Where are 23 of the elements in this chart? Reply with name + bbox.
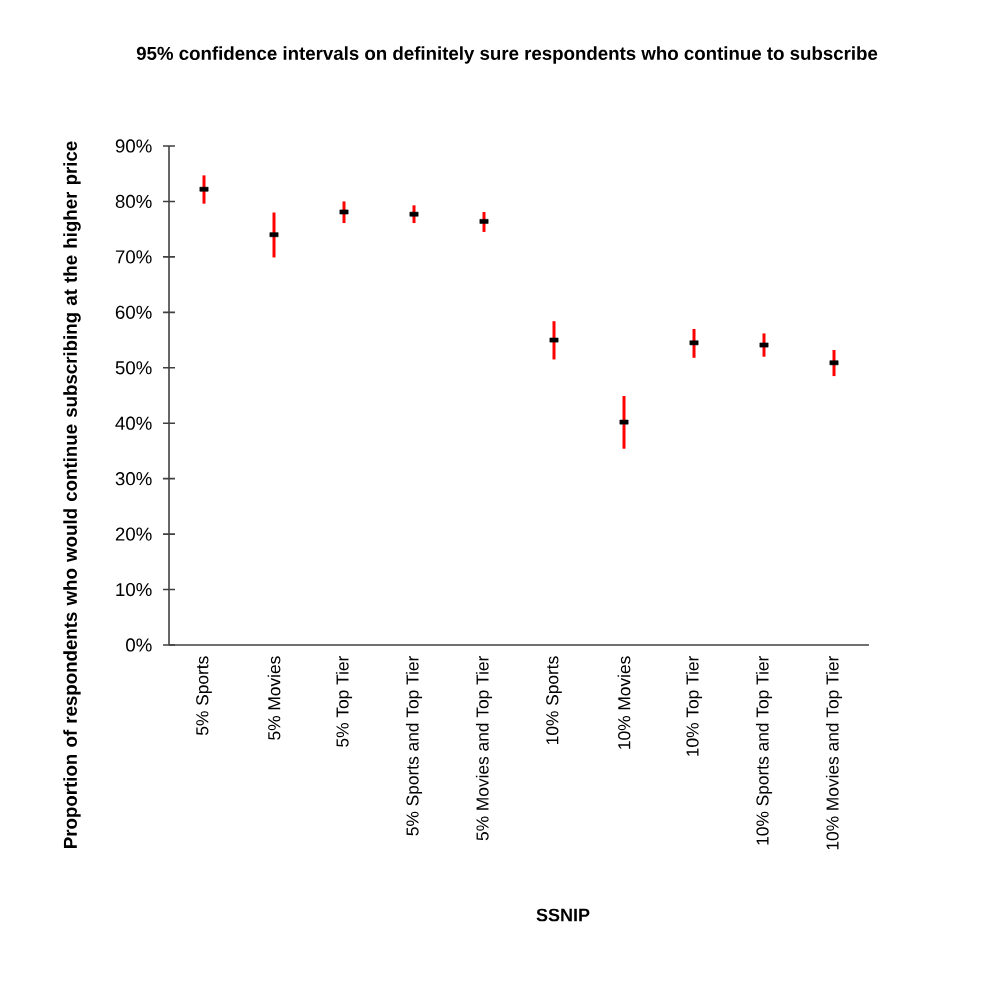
chart-title: 95% confidence intervals on definitely sure respondents who continue to subscribe [136,46,878,64]
y-tick-label: 20% [115,527,152,541]
y-tick-label: 50% [115,361,152,375]
x-tick-label: 5% Movies and Top Tier [475,656,493,841]
y-tick-label: 30% [115,472,152,486]
x-tick-label: 10% Sports [546,656,562,744]
x-tick-label: 10% Movies [617,656,631,749]
x-tick-label: 5% Movies [267,656,281,740]
x-tick-label: 10% Sports and Top Tier [755,656,773,845]
y-tick-label: 80% [115,194,152,209]
x-axis-title: SSNIP [536,908,590,922]
y-tick-label: 60% [115,305,152,319]
y-tick-label: 10% [116,582,152,597]
x-tick-label: 5% Sports [196,656,212,735]
y-tick-label: 0% [126,638,152,652]
x-tick-label: 5% Top Tier [335,656,353,747]
x-tick-label: 10% Movies and Top Tier [825,656,843,850]
y-tick-label: 40% [115,416,152,430]
y-axis-title: Proportion of respondents who would continue subscribing at the higher price [63,141,81,848]
y-tick-label: 90% [115,139,152,153]
x-tick-label: 10% Top Tier [685,656,703,756]
y-tick-label: 70% [115,250,152,264]
x-tick-label: 5% Sports and Top Tier [405,656,423,836]
